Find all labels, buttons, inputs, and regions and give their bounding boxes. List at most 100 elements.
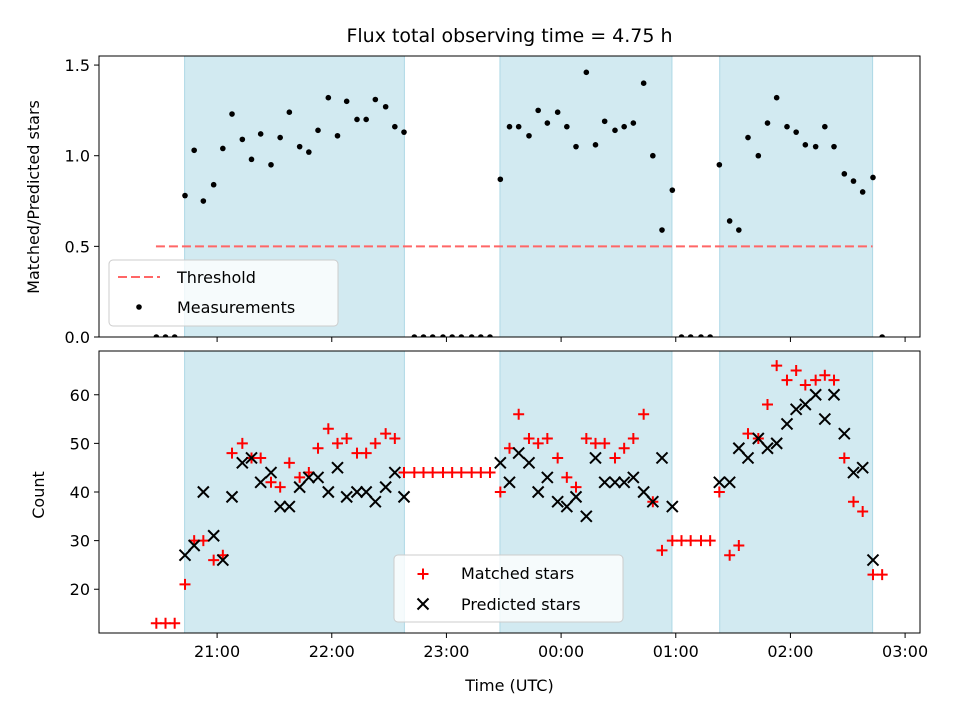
predicted-star-point: [283, 500, 296, 513]
matched-star-point: [810, 374, 822, 386]
legend-predicted-label: Predicted stars: [461, 595, 581, 614]
predicted-star-point: [340, 490, 353, 504]
matched-star-point: [704, 535, 716, 547]
measurement-point: [468, 334, 475, 337]
measurement-point: [736, 227, 742, 233]
matched-star-point: [494, 486, 506, 498]
predicted-star-point: [713, 476, 726, 489]
top-observing-window-3: [719, 56, 874, 337]
ratio-panel: 0.0 0.5 1.0 1.5 Threshold Measurements: [65, 55, 921, 347]
x-tick-label: 00:00: [538, 642, 584, 661]
measurement-point: [458, 334, 465, 337]
predicted-star-point: [293, 480, 306, 494]
measurement-point: [745, 134, 751, 141]
measurement-point: [191, 147, 197, 154]
measurement-point: [841, 171, 848, 177]
measurement-point: [812, 143, 819, 150]
bottom-legend: Matched stars Predicted stars: [393, 554, 624, 623]
matched-star-point: [341, 433, 353, 445]
top-observing-window-2: [499, 56, 673, 337]
measurement-point: [296, 143, 303, 150]
predicted-star-point: [637, 485, 650, 499]
measurement-point: [200, 198, 207, 204]
matched-star-point: [609, 452, 621, 464]
matched-star-point: [713, 486, 725, 498]
measurement-point: [755, 152, 762, 159]
measurement-point: [277, 134, 283, 141]
measurement-point: [497, 176, 504, 183]
figure-title: Flux total observing time = 4.75 h: [346, 25, 672, 47]
measurement-point: [526, 132, 532, 139]
x-tick-label: 22:00: [309, 642, 355, 661]
measurement-point: [334, 132, 341, 139]
measurement-point: [392, 123, 398, 130]
measurement-point: [478, 334, 484, 337]
measurement-point: [210, 181, 217, 188]
measurement-point: [535, 107, 541, 114]
matched-star-point: [437, 467, 449, 479]
x-tick-label: 03:00: [882, 642, 928, 661]
measurement-point: [850, 178, 857, 184]
measurement-point: [411, 334, 418, 337]
matched-star-point: [427, 467, 439, 479]
matched-star-point: [179, 578, 191, 590]
predicted-star-point: [666, 500, 679, 513]
matched-star-point: [523, 433, 535, 445]
measurement-point: [640, 80, 647, 86]
predicted-star-point: [818, 412, 832, 426]
matched-star-point: [761, 398, 773, 410]
predicted-star-point: [503, 476, 516, 489]
measurement-point: [325, 94, 332, 101]
matched-star-point: [294, 471, 306, 483]
bottom-y-tick-label: 60: [70, 386, 90, 405]
measurement-point: [229, 111, 235, 117]
matched-star-point: [627, 433, 639, 445]
measurement-point: [544, 120, 551, 126]
predicted-star-point: [302, 471, 316, 484]
matched-star-point: [733, 539, 745, 551]
x-tick-label: 21:00: [194, 642, 240, 661]
measurement-point: [573, 143, 579, 150]
matched-star-point: [455, 467, 467, 479]
x-tick-label: 01:00: [653, 642, 699, 661]
measurement-point: [449, 334, 455, 337]
matched-star-point: [226, 447, 238, 459]
matched-star-point: [446, 467, 458, 479]
matched-star-point: [781, 374, 793, 386]
measurement-point: [220, 145, 226, 152]
predicted-star-point: [207, 529, 220, 542]
measurement-point: [315, 127, 321, 134]
predicted-star-point: [273, 500, 287, 513]
top-axes-frame: [98, 55, 921, 338]
matched-star-point: [332, 437, 344, 449]
predicted-star-point: [311, 471, 325, 484]
measurement-point: [515, 123, 522, 130]
measurement-point: [583, 69, 590, 76]
predicted-star-point: [589, 451, 602, 465]
predicted-star-point: [598, 476, 611, 489]
matched-star-point: [799, 379, 811, 391]
matched-star-point: [466, 467, 478, 479]
measurement-point: [592, 142, 599, 148]
matched-star-point: [742, 428, 754, 440]
legend-measurement-label: Measurements: [177, 298, 295, 317]
top-legend-box: [108, 259, 339, 327]
predicted-star-point: [617, 476, 631, 489]
predicted-star-point: [627, 471, 640, 484]
measurement-point: [440, 334, 446, 337]
matched-star-point: [169, 617, 181, 629]
measurement-point: [859, 189, 866, 195]
measurement-point: [162, 334, 169, 337]
matched-star-point: [274, 481, 286, 493]
measurement-point: [822, 123, 828, 130]
matched-star-point: [876, 569, 888, 581]
matched-star-point: [380, 428, 392, 440]
measurement-point: [257, 131, 264, 137]
predicted-star-point: [646, 495, 660, 508]
matched-star-point: [724, 549, 736, 561]
measurement-point: [239, 136, 246, 143]
predicted-star-point: [245, 451, 258, 465]
measurement-point: [793, 129, 799, 135]
matched-star-point: [570, 481, 582, 493]
